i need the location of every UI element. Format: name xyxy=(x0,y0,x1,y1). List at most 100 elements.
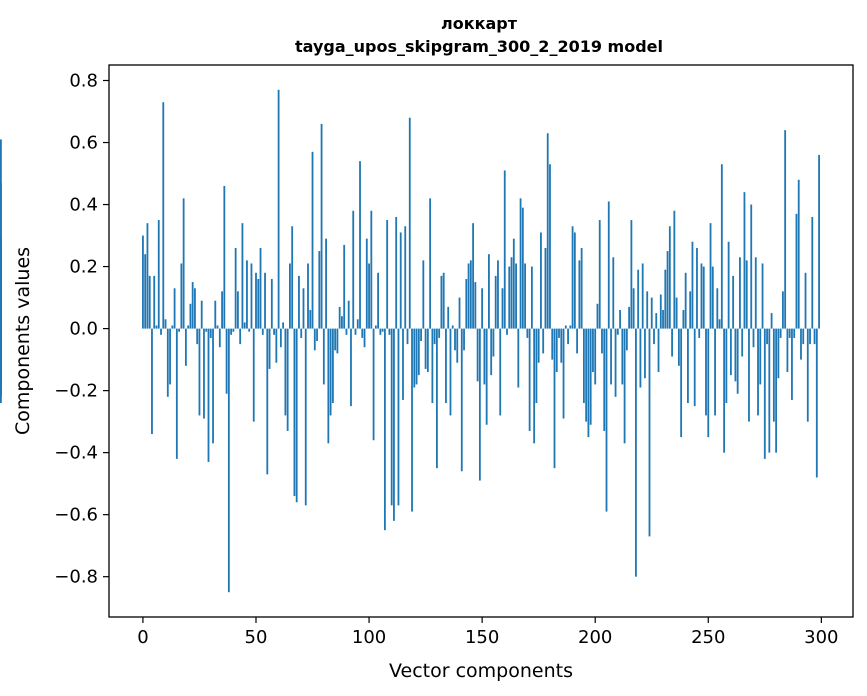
bar-59 xyxy=(275,328,278,363)
bar-123 xyxy=(420,328,422,341)
bar-57 xyxy=(270,278,273,329)
bar-31 xyxy=(212,328,214,444)
bar-192 xyxy=(576,328,579,354)
bar-244 xyxy=(693,328,696,407)
bar-80 xyxy=(322,328,325,385)
bar-107 xyxy=(383,328,386,531)
bar-35 xyxy=(221,291,223,329)
bar-104 xyxy=(377,272,380,329)
bar-165 xyxy=(515,263,517,329)
bar-13 xyxy=(171,325,174,329)
bar-148 xyxy=(476,328,479,382)
bar-252 xyxy=(711,266,714,329)
bar-174 xyxy=(535,328,538,404)
bar-271 xyxy=(754,257,757,329)
bar-20 xyxy=(187,325,190,329)
bars-group xyxy=(0,89,820,593)
bar-81 xyxy=(325,238,327,329)
bar-189 xyxy=(569,325,572,329)
bar-146 xyxy=(472,223,474,329)
bar-62 xyxy=(282,322,285,329)
bar-68 xyxy=(295,328,298,503)
bar-6 xyxy=(155,325,158,329)
bar-159 xyxy=(501,288,504,329)
x-tick-label: 300 xyxy=(804,627,838,648)
bar-167 xyxy=(519,198,522,329)
bar-277 xyxy=(768,328,771,453)
bar-2 xyxy=(146,223,149,329)
bar-66 xyxy=(291,226,294,329)
bar-163 xyxy=(510,257,513,329)
bar-28 xyxy=(205,328,208,332)
bar-287 xyxy=(791,328,793,400)
bar-173 xyxy=(533,328,536,444)
bar-37 xyxy=(225,328,228,394)
bar-214 xyxy=(625,328,628,351)
bar-51 xyxy=(257,278,260,329)
bar-247 xyxy=(700,263,703,329)
bar-204 xyxy=(603,328,606,431)
bar-19 xyxy=(184,328,187,366)
bar-29 xyxy=(207,328,210,462)
bar-181 xyxy=(551,328,554,360)
bar-23 xyxy=(194,288,196,329)
bar-15 xyxy=(175,328,178,459)
bar-184 xyxy=(558,328,560,338)
bar-144 xyxy=(467,263,470,329)
bar-219 xyxy=(637,269,640,329)
bar-91 xyxy=(347,300,350,329)
y-tick-label: −0.2 xyxy=(54,381,98,402)
bar-36 xyxy=(223,185,226,329)
bar-55 xyxy=(266,328,269,475)
bar-124 xyxy=(422,260,425,329)
bar-122 xyxy=(417,328,420,376)
bar-75 xyxy=(311,151,314,329)
x-axis: 0 50 100 150 200 250 300 xyxy=(137,617,839,648)
bar-134 xyxy=(445,328,447,404)
bar-73 xyxy=(307,263,309,329)
bar-64 xyxy=(286,328,289,431)
bar-232 xyxy=(666,251,669,329)
bar-9 xyxy=(162,102,165,329)
x-tick-label: 100 xyxy=(352,627,386,648)
bar-90 xyxy=(345,328,348,335)
bar-251 xyxy=(709,223,712,329)
bar-197 xyxy=(587,328,590,438)
y-axis: 0.8 0.6 0.4 0.2 0.0 −0.2 −0.4 −0.6 −0.8 xyxy=(54,71,109,588)
bar-292 xyxy=(802,328,805,345)
bar-149 xyxy=(478,328,481,481)
bar-151 xyxy=(483,328,486,385)
bar-211 xyxy=(619,309,621,329)
bar-16 xyxy=(178,328,181,332)
bar-135 xyxy=(447,306,450,329)
bar-298 xyxy=(815,328,818,478)
bar-168 xyxy=(521,207,524,329)
bar-281 xyxy=(777,328,780,379)
y-tick-label: −0.6 xyxy=(54,505,98,526)
bar-162 xyxy=(508,266,511,329)
bar-103 xyxy=(374,325,377,329)
bar-215 xyxy=(628,306,631,329)
x-tick-label: 250 xyxy=(691,627,725,648)
bar-142 xyxy=(463,328,465,351)
bar-279 xyxy=(772,328,775,422)
bar-227 xyxy=(655,313,658,329)
bar-230 xyxy=(662,309,664,329)
bar-285 xyxy=(786,328,789,373)
bar-164 xyxy=(512,238,515,329)
bar-126 xyxy=(426,328,429,373)
bar-273 xyxy=(759,328,762,385)
y-tick-label: 0.4 xyxy=(69,195,98,216)
bar-278 xyxy=(770,313,773,329)
bar-137 xyxy=(451,325,454,329)
bar-275 xyxy=(763,328,766,459)
bar-47 xyxy=(248,328,251,332)
bar-50 xyxy=(255,272,257,329)
bar-14 xyxy=(173,288,176,329)
bar-140 xyxy=(458,297,461,329)
bar-210 xyxy=(616,328,619,335)
bar-180 xyxy=(549,164,551,329)
bar-27 xyxy=(203,328,205,419)
bar-129 xyxy=(433,328,436,345)
bar-263 xyxy=(736,328,739,394)
